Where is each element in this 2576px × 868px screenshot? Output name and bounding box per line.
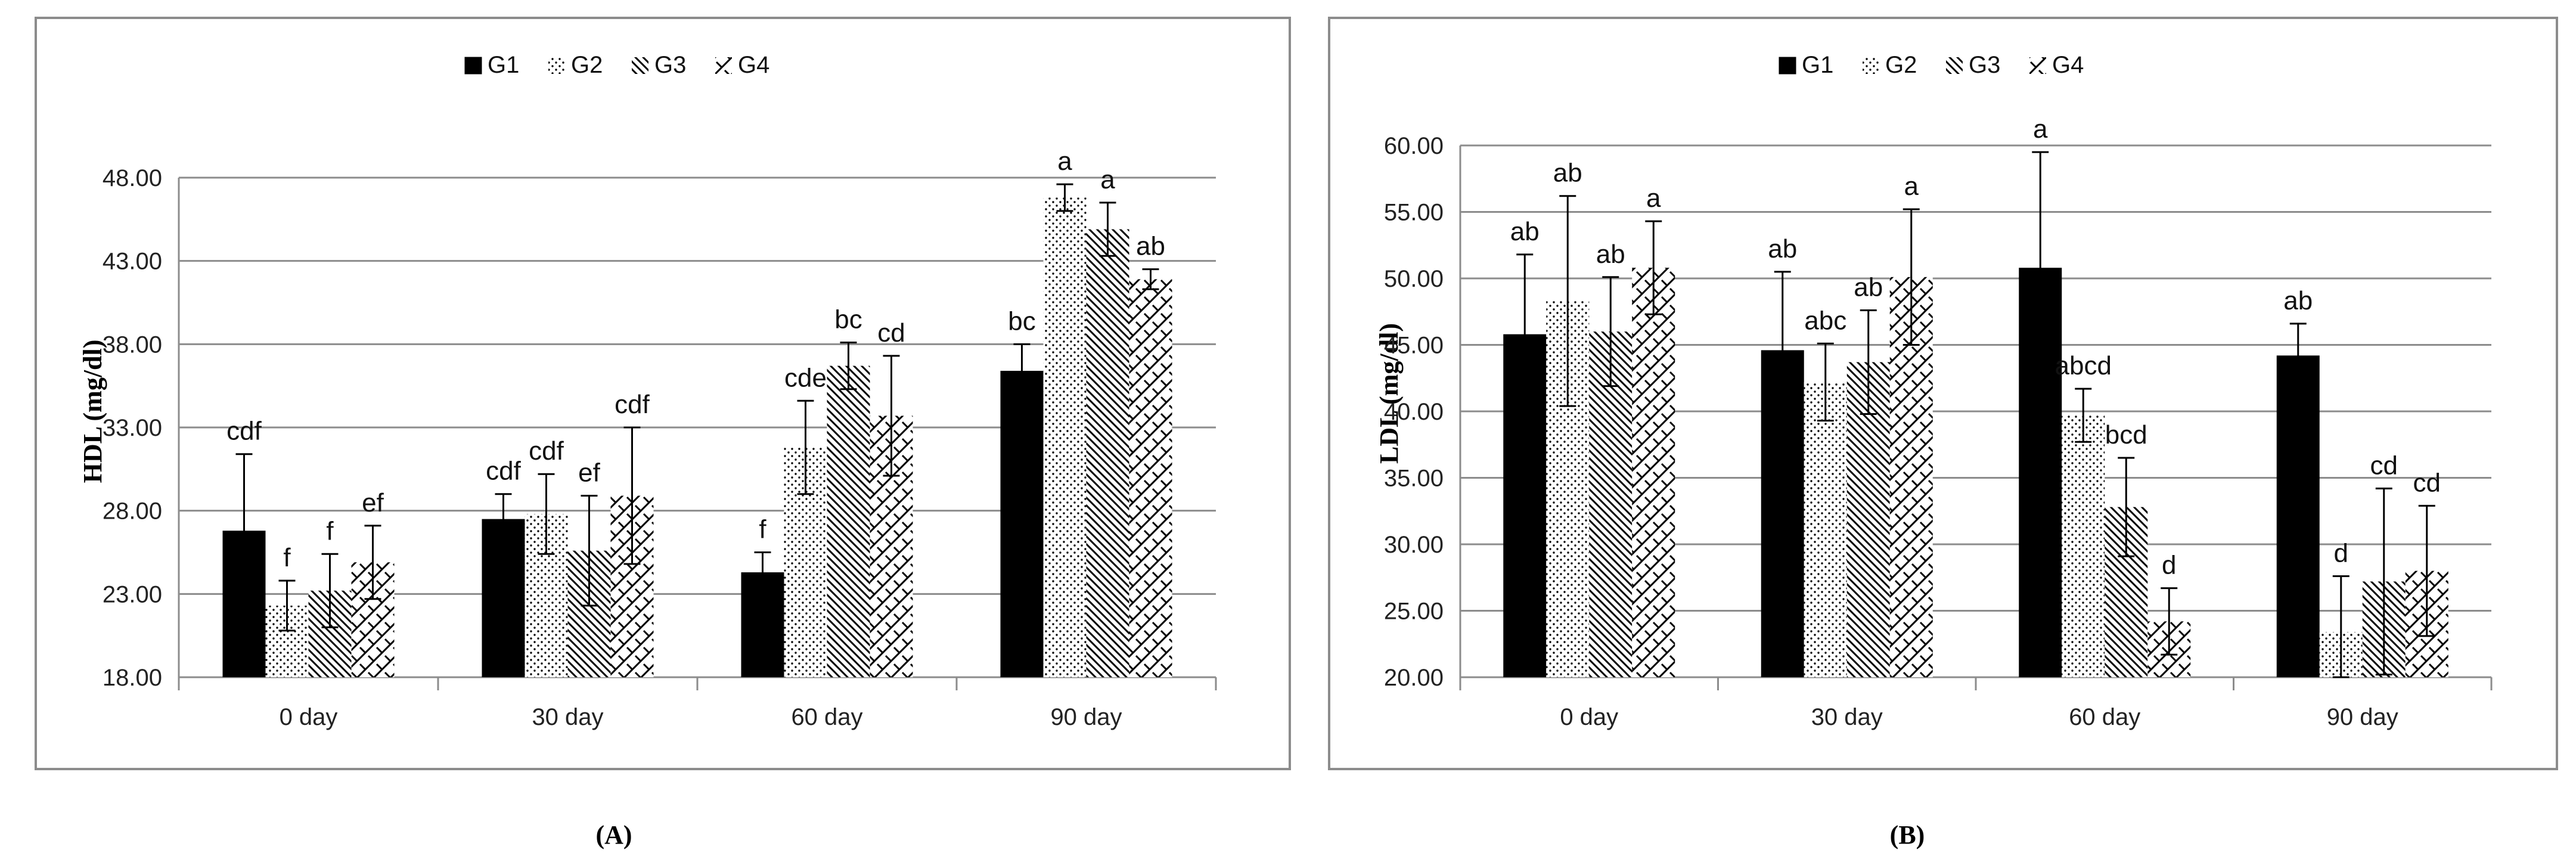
- significance-label: cdf: [614, 390, 650, 419]
- significance-label: f: [326, 516, 334, 545]
- panel-a-ylabel: HDL (mg/dl): [78, 340, 107, 483]
- bar-g1: [482, 519, 525, 677]
- significance-label: ef: [578, 458, 600, 488]
- x-tick-label: 60 day: [2069, 704, 2140, 730]
- significance-label: ab: [1768, 234, 1797, 264]
- significance-label: ab: [1510, 217, 1540, 246]
- significance-label: cde: [784, 363, 827, 392]
- legend-swatch-g1: [464, 57, 482, 75]
- bar-g3: [1086, 229, 1129, 677]
- legend-label-g2: G2: [571, 52, 603, 78]
- panel-b: G1 G2 G3 G4 LDL (mg/dl) 20.00 25.00 30.00 35.0…: [1328, 17, 2558, 770]
- panel-a: G1 G2 G3 G4 HDL (mg/dl) 18.00 23.00 28.00 33.0…: [35, 17, 1291, 770]
- significance-label: a: [1057, 147, 1072, 176]
- significance-label: cd: [877, 318, 905, 348]
- bar-g2: [1804, 382, 1847, 677]
- significance-label: ab: [1553, 159, 1582, 188]
- legend-swatch-g1: [1779, 57, 1796, 75]
- significance-label: abcd: [2055, 351, 2112, 380]
- bar-g1: [1000, 371, 1044, 677]
- significance-label: a: [1646, 184, 1661, 213]
- legend-swatch-g4: [2029, 57, 2046, 74]
- legend-swatch-g3: [632, 57, 648, 74]
- legend-label-g3: G3: [654, 52, 686, 78]
- y-tick-label: 23.00: [103, 581, 162, 607]
- legend-label-g3: G3: [1969, 52, 2000, 78]
- y-tick-label: 43.00: [103, 249, 162, 275]
- significance-label: cd: [2413, 468, 2441, 497]
- bar-g3: [1589, 331, 1632, 677]
- y-tick-label: 28.00: [103, 498, 162, 525]
- y-tick-label: 60.00: [1384, 133, 1444, 159]
- panel-b-label: (B): [1890, 820, 1925, 850]
- legend-swatch-g3: [1946, 57, 1963, 74]
- x-tick-label: 90 day: [2327, 704, 2398, 730]
- significance-label: cd: [2370, 451, 2398, 480]
- legend-label-g1: G1: [1802, 52, 1833, 78]
- y-tick-label: 18.00: [103, 665, 162, 691]
- significance-label: bc: [1008, 306, 1035, 336]
- y-tick-label: 45.00: [1384, 333, 1444, 359]
- x-tick-label: 30 day: [532, 704, 603, 730]
- significance-label: cdf: [529, 436, 564, 466]
- bar-g2: [2062, 415, 2105, 677]
- x-tick-label: 30 day: [1811, 704, 1883, 730]
- significance-label: bc: [834, 305, 862, 334]
- significance-label: a: [1100, 165, 1115, 194]
- panel-a-label: (A): [595, 820, 632, 850]
- panel-a-plot: 18.00 23.00 28.00 33.00 38.00 43.00 48.00 0 day…: [103, 147, 1217, 730]
- y-tick-label: 38.00: [103, 331, 162, 358]
- legend-swatch-g4: [715, 57, 732, 74]
- significance-label: a: [1904, 172, 1919, 201]
- significance-label: bcd: [2105, 420, 2147, 450]
- bar-g4: [1129, 279, 1172, 678]
- panel-b-plot: 20.00 25.00 30.00 35.00 40.00 45.00 50.00 55.00…: [1384, 114, 2493, 730]
- y-tick-label: 20.00: [1384, 665, 1444, 691]
- bar-g4: [1632, 268, 1675, 677]
- significance-label: ef: [362, 488, 384, 517]
- x-tick-label: 90 day: [1050, 704, 1122, 730]
- y-tick-label: 25.00: [1384, 599, 1444, 625]
- panel-b-ylabel: LDL (mg/dl): [1374, 323, 1404, 464]
- legend-label-g2: G2: [1885, 52, 1917, 78]
- legend-swatch-g2: [548, 57, 565, 74]
- legend-label-g4: G4: [738, 52, 769, 78]
- significance-label: cdf: [226, 417, 262, 446]
- significance-label: f: [283, 543, 291, 572]
- bar-g2: [1043, 197, 1087, 677]
- y-tick-label: 40.00: [1384, 399, 1444, 425]
- y-tick-label: 35.00: [1384, 466, 1444, 492]
- significance-label: ab: [2283, 286, 2313, 315]
- x-tick-label: 0 day: [1560, 704, 1618, 730]
- significance-label: a: [2033, 114, 2048, 144]
- y-tick-label: 33.00: [103, 415, 162, 441]
- y-tick-label: 50.00: [1384, 266, 1444, 292]
- significance-label: ab: [1596, 240, 1625, 269]
- significance-label: f: [759, 515, 766, 544]
- y-tick-label: 55.00: [1384, 200, 1444, 226]
- x-tick-label: 0 day: [280, 704, 338, 730]
- significance-label: d: [2162, 551, 2176, 580]
- significance-label: abc: [1804, 306, 1846, 335]
- x-tick-label: 60 day: [791, 704, 862, 730]
- significance-label: d: [2334, 539, 2348, 568]
- y-tick-label: 30.00: [1384, 532, 1444, 558]
- panel-a-legend: G1 G2 G3 G4: [464, 52, 769, 78]
- legend-label-g4: G4: [2052, 52, 2084, 78]
- significance-label: ab: [1854, 273, 1883, 302]
- bar-g1: [2276, 355, 2320, 677]
- legend-label-g1: G1: [488, 52, 519, 78]
- y-tick-label: 48.00: [103, 165, 162, 191]
- legend-swatch-g2: [1863, 57, 1879, 74]
- significance-label: cdf: [486, 457, 521, 486]
- panel-b-legend: G1 G2 G3 G4: [1779, 52, 2084, 78]
- significance-label: ab: [1136, 232, 1165, 261]
- bar-g3: [827, 365, 870, 677]
